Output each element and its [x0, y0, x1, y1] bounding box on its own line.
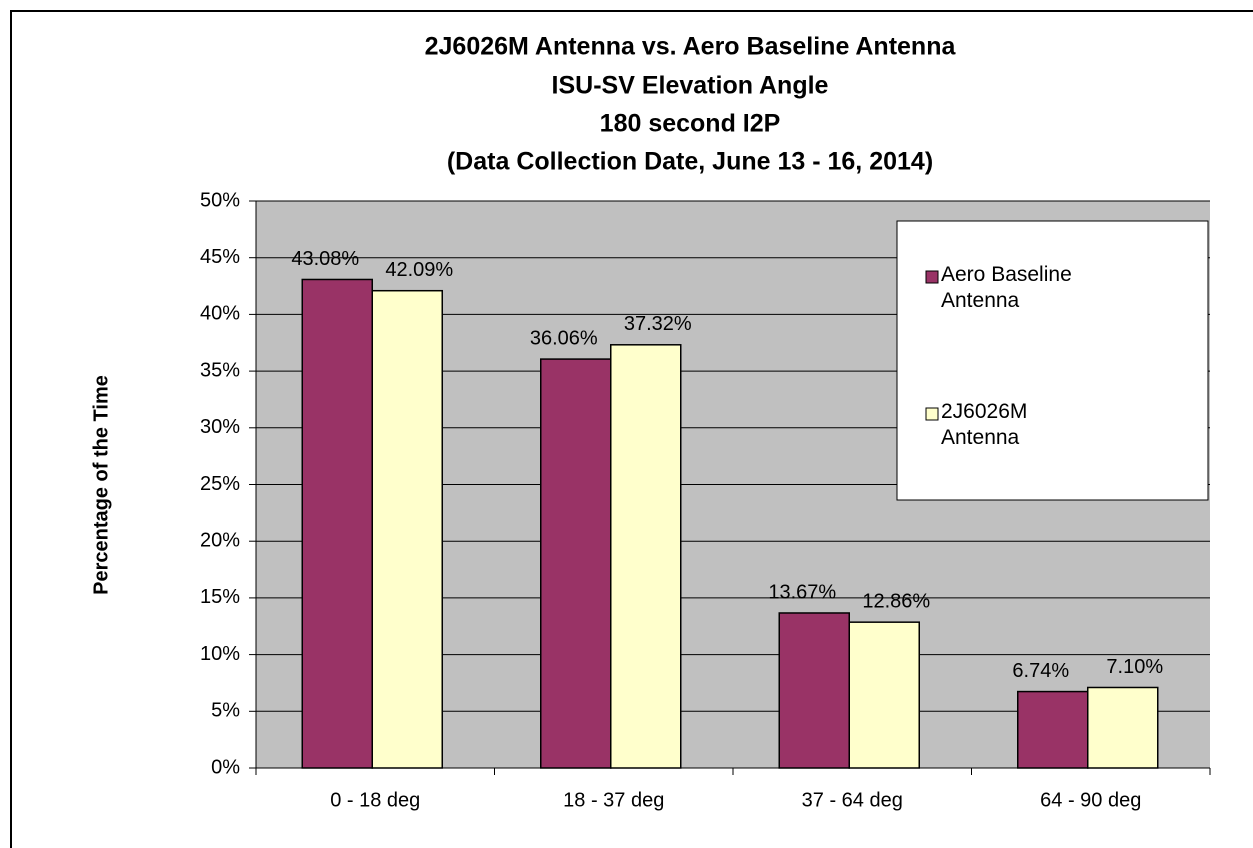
- x-tick-label: 37 - 64 deg: [802, 789, 903, 811]
- y-tick-label: 15%: [200, 586, 240, 608]
- legend-label-box: Aero Baseline Antenna: [941, 263, 1072, 312]
- value-label: 6.74%: [1012, 660, 1069, 682]
- legend-box: [896, 220, 1209, 501]
- y-tick-label: 25%: [200, 473, 240, 495]
- bar: [610, 344, 682, 769]
- y-tick-label: 5%: [211, 700, 240, 722]
- value-label: 12.86%: [862, 590, 930, 612]
- x-tick-label: 18 - 37 deg: [563, 789, 664, 811]
- chart-title: (Data Collection Date, June 13 - 16, 201…: [447, 148, 933, 176]
- legend-label-box: 2J6026M Antenna: [941, 400, 1028, 449]
- value-label: 13.67%: [768, 581, 836, 603]
- y-tick-label: 40%: [200, 303, 240, 325]
- bar: [540, 358, 612, 769]
- y-tick-label: 30%: [200, 416, 240, 438]
- legend-label: Aero Baseline Antenna: [941, 263, 1072, 312]
- x-tick-label: 64 - 90 deg: [1040, 789, 1141, 811]
- x-tick-label: 0 - 18 deg: [330, 789, 420, 811]
- bar: [1017, 690, 1089, 769]
- y-tick-label: 35%: [200, 359, 240, 381]
- y-tick-label: 20%: [200, 529, 240, 551]
- legend-swatch: [925, 270, 939, 284]
- bar: [848, 621, 920, 769]
- value-label: 7.10%: [1106, 656, 1163, 678]
- value-label: 42.09%: [385, 259, 453, 281]
- chart-title: ISU-SV Elevation Angle: [552, 72, 829, 100]
- legend-label: 2J6026M Antenna: [941, 400, 1028, 449]
- bar: [1087, 686, 1159, 769]
- y-tick-label: 10%: [200, 643, 240, 665]
- y-tick-label: 50%: [200, 189, 240, 211]
- chart-title: 180 second I2P: [600, 110, 781, 138]
- y-axis-label: Percentage of the Time: [90, 375, 112, 595]
- y-tick-label: 0%: [211, 756, 240, 778]
- bar: [301, 278, 373, 769]
- bar: [778, 612, 850, 769]
- y-tick-label: 45%: [200, 246, 240, 268]
- value-label: 43.08%: [291, 248, 359, 270]
- value-label: 37.32%: [624, 313, 692, 335]
- chart-title: 2J6026M Antenna vs. Aero Baseline Antenn…: [425, 33, 957, 61]
- bar: [371, 289, 443, 769]
- value-label: 36.06%: [530, 327, 598, 349]
- legend-swatch: [925, 407, 939, 421]
